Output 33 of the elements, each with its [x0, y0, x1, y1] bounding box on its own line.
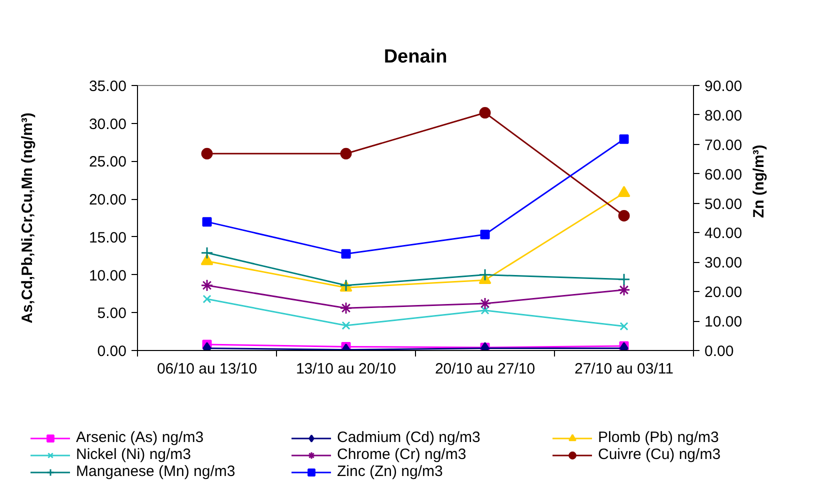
legend-label: Plomb (Pb) ng/m3	[598, 429, 720, 446]
y2-tick-label: 10.00	[704, 314, 742, 331]
legend-label: Nickel (Ni) ng/m3	[76, 446, 192, 463]
legend-label: Manganese (Mn) ng/m3	[76, 463, 236, 480]
x-tick-label: 20/10 au 27/10	[434, 360, 536, 378]
y2-tick-label: 90.00	[704, 78, 742, 95]
y-tick-label: 20.00	[88, 192, 127, 209]
legend-label: Chrome (Cr) ng/m3	[337, 446, 468, 463]
y2-tick-label: 50.00	[704, 196, 742, 213]
y-tick-label: 15.00	[88, 229, 127, 246]
y2-tick-label: 30.00	[704, 254, 742, 272]
legend-label: Cadmium (Cd) ng/m3	[337, 429, 482, 446]
y2-tick-label: 80.00	[704, 107, 742, 124]
x-tick-label: 27/10 au 03/11	[574, 360, 674, 378]
x-tick-label: 13/10 au 20/10	[296, 360, 396, 378]
y-tick-label: 35.00	[88, 78, 127, 95]
legend-label: Arsenic (As) ng/m3	[76, 429, 205, 446]
y-tick-label: 5.00	[97, 305, 127, 322]
legend-label: Zinc (Zn) ng/m3	[337, 463, 444, 480]
y2-tick-label: 60.00	[704, 166, 742, 184]
y2-tick-label: 20.00	[704, 284, 742, 302]
y2-tick-label: 70.00	[704, 136, 742, 154]
y-tick-label: 25.00	[88, 154, 127, 171]
chart-title: Denain	[384, 46, 448, 68]
x-tick-label: 06/10 au 13/10	[156, 360, 258, 378]
y-tick-label: 10.00	[88, 267, 127, 284]
y-tick-label: 30.00	[88, 116, 127, 133]
legend-label: Cuivre (Cu) ng/m3	[598, 446, 722, 463]
y-axis-title: As,Cd,Pb,Ni,Cr,Cu,Mn (ng/m³)	[18, 112, 36, 324]
y2-axis-title: Zn (ng/m³)	[750, 144, 768, 218]
y2-tick-label: 0.00	[704, 343, 734, 360]
y2-tick-label: 40.00	[704, 225, 742, 242]
y-tick-label: 0.00	[97, 343, 127, 360]
